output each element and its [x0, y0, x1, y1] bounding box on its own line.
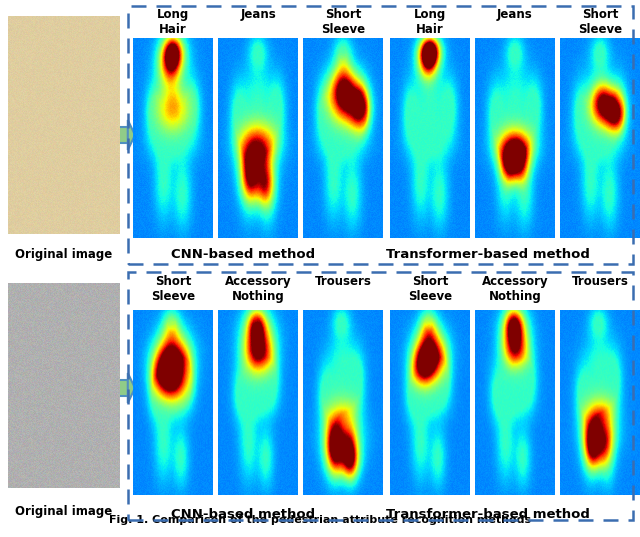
Text: Accessory
Nothing: Accessory Nothing: [225, 275, 291, 303]
Text: Jeans: Jeans: [240, 8, 276, 21]
Text: Long
Hair: Long Hair: [414, 8, 446, 36]
Text: Short
Sleeve: Short Sleeve: [151, 275, 195, 303]
Text: CNN-based method: CNN-based method: [171, 248, 315, 261]
Text: Original image: Original image: [15, 505, 113, 518]
Polygon shape: [117, 380, 128, 396]
Text: Jeans: Jeans: [497, 8, 533, 21]
Polygon shape: [117, 127, 128, 143]
Text: Transformer-based method: Transformer-based method: [386, 508, 590, 521]
Text: Short
Sleeve: Short Sleeve: [321, 8, 365, 36]
Text: CNN-based method: CNN-based method: [171, 508, 315, 521]
Text: Accessory
Nothing: Accessory Nothing: [482, 275, 548, 303]
Text: Trousers: Trousers: [315, 275, 371, 288]
Text: Short
Sleeve: Short Sleeve: [578, 8, 622, 36]
Text: Short
Sleeve: Short Sleeve: [408, 275, 452, 303]
Polygon shape: [128, 373, 135, 403]
Text: Original image: Original image: [15, 248, 113, 261]
Polygon shape: [128, 120, 135, 150]
Text: Trousers: Trousers: [572, 275, 628, 288]
Text: Fig. 1. Comparison of the pedestrian attribute recognition methods: Fig. 1. Comparison of the pedestrian att…: [109, 515, 531, 525]
Text: Transformer-based method: Transformer-based method: [386, 248, 590, 261]
Text: Long
Hair: Long Hair: [157, 8, 189, 36]
